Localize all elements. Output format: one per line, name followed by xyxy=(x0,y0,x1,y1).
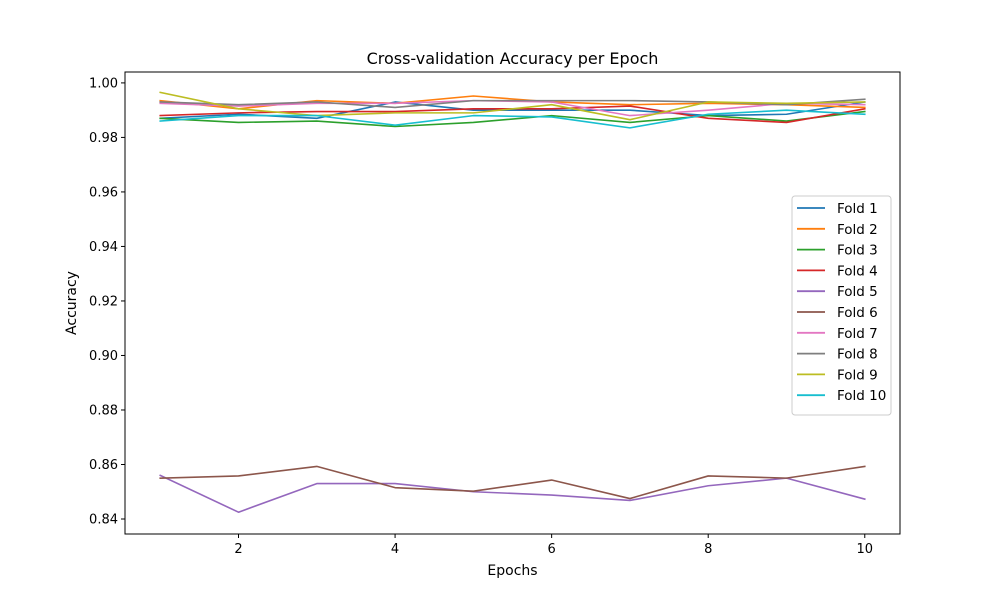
series-line-fold-10 xyxy=(159,109,866,129)
legend-label-fold-8: Fold 8 xyxy=(837,347,878,363)
x-tick-label: 4 xyxy=(391,542,399,557)
chart-title: Cross-validation Accuracy per Epoch xyxy=(367,49,659,68)
y-axis-label: Accuracy xyxy=(64,271,80,335)
y-tick-label: 0.92 xyxy=(89,294,118,309)
x-tick-label: 8 xyxy=(704,542,712,557)
legend-label-fold-9: Fold 9 xyxy=(837,367,878,383)
series-line-fold-9 xyxy=(159,91,866,121)
y-tick-label: 0.86 xyxy=(89,458,118,473)
legend-label-fold-5: Fold 5 xyxy=(837,284,878,300)
series-line-fold-6 xyxy=(159,465,866,500)
legend-label-fold-1: Fold 1 xyxy=(837,201,878,217)
legend-box xyxy=(791,195,892,416)
series-line-fold-5 xyxy=(159,474,866,513)
plot-area xyxy=(159,91,866,513)
legend-label-fold-3: Fold 3 xyxy=(837,243,878,259)
axes: 2 4 6 8 10 0.84 0.86 0.88 0.90 0.92 0.94 0.96 0.98 1.… xyxy=(89,71,901,557)
y-tick-label: 1.00 xyxy=(89,76,118,91)
legend-label-fold-2: Fold 2 xyxy=(837,222,878,238)
y-tick-label: 0.88 xyxy=(89,403,118,418)
y-tick-label: 0.90 xyxy=(89,349,118,364)
x-tick-label: 10 xyxy=(856,542,873,557)
y-tick-label: 0.96 xyxy=(89,185,118,200)
axes-frame xyxy=(124,71,901,535)
legend-label-fold-6: Fold 6 xyxy=(837,305,878,321)
x-tick-label: 6 xyxy=(548,542,556,557)
y-tick-label: 0.94 xyxy=(89,240,118,255)
y-tick-label: 0.98 xyxy=(89,131,118,146)
x-tick-label: 2 xyxy=(234,542,242,557)
x-axis-label: Epochs xyxy=(487,563,537,579)
series-line-fold-3 xyxy=(159,110,866,128)
y-tick-label: 0.84 xyxy=(89,513,118,528)
legend-label-fold-4: Fold 4 xyxy=(837,263,878,279)
legend-label-fold-7: Fold 7 xyxy=(837,326,878,342)
legend-label-fold-10: Fold 10 xyxy=(837,388,886,404)
legend: Fold 1 Fold 2 Fold 3 Fold 4 Fold 5 Fold 6 Fold… xyxy=(791,195,892,416)
